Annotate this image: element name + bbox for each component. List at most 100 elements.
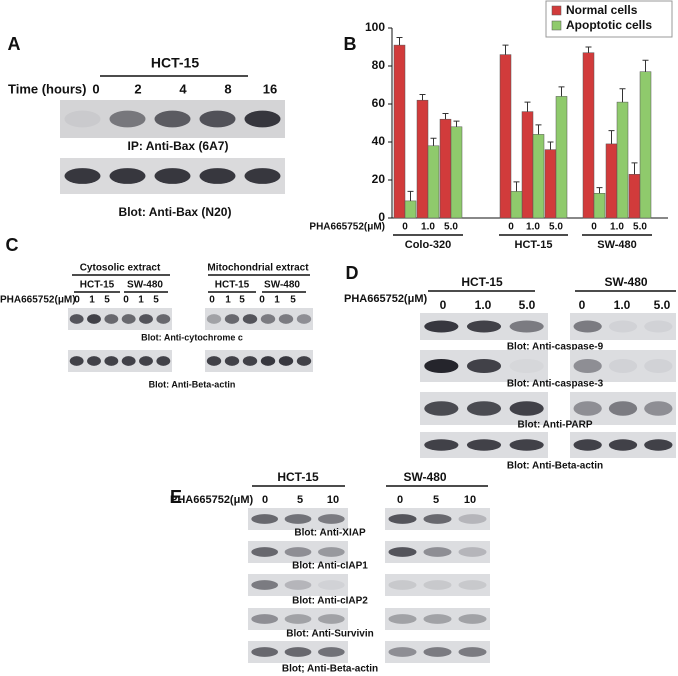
label: 5.0 — [519, 298, 536, 312]
band — [318, 547, 345, 557]
band — [154, 168, 191, 184]
label: 16 — [263, 81, 277, 96]
x-tick-label: 0 — [402, 222, 408, 233]
label: SW-480 — [264, 280, 300, 291]
x-tick-label: 0 — [591, 222, 597, 233]
blot — [385, 541, 490, 563]
bar — [616, 101, 629, 219]
band — [199, 110, 236, 128]
error-bar — [502, 44, 509, 55]
band — [284, 547, 312, 557]
blot — [205, 308, 313, 330]
blot — [68, 308, 172, 330]
label: Blot: Anti-Survivin — [286, 629, 373, 640]
label: 2 — [134, 81, 141, 96]
label: Blot: Anti-PARP — [518, 420, 593, 431]
legend-swatch — [551, 5, 562, 16]
label: Blot: Anti-Beta-actin — [507, 461, 603, 472]
label: Blot: Anti-cIAP2 — [292, 596, 368, 607]
band — [296, 314, 312, 324]
band — [458, 514, 487, 524]
y-tick-label: 100 — [365, 20, 385, 34]
legend-label: Apoptotic cells — [566, 18, 652, 32]
band — [608, 320, 638, 333]
error-bar — [419, 94, 426, 101]
label: Blot; Anti-Beta-actin — [282, 664, 378, 675]
blot — [205, 350, 313, 372]
error-bar — [558, 86, 565, 97]
blot — [248, 541, 348, 563]
band — [424, 320, 459, 333]
band — [284, 614, 312, 624]
label: 5 — [153, 295, 159, 306]
band — [423, 580, 452, 590]
bar — [450, 126, 463, 219]
error-bar — [524, 101, 531, 112]
band — [644, 320, 673, 333]
error-bar — [596, 187, 603, 194]
label: PHA665752(μM) — [344, 293, 427, 305]
blot — [248, 574, 348, 596]
label: 10 — [327, 494, 339, 506]
band — [154, 110, 191, 128]
band — [242, 314, 258, 324]
label: HCT-15 — [215, 280, 250, 291]
band — [458, 614, 487, 624]
band — [156, 356, 171, 366]
band — [199, 168, 236, 184]
error-bar — [407, 190, 414, 201]
band — [644, 358, 673, 374]
legend-box — [545, 0, 673, 38]
band — [104, 356, 119, 366]
band — [156, 314, 171, 324]
band — [388, 580, 417, 590]
band — [224, 314, 240, 324]
bar — [628, 174, 641, 219]
label: 1 — [138, 295, 144, 306]
bar — [593, 193, 606, 219]
label: 0 — [579, 298, 586, 312]
group-label: HCT-15 — [515, 239, 553, 251]
blot — [385, 574, 490, 596]
error-bar — [453, 120, 460, 127]
x-tick-label: 5.0 — [444, 222, 458, 233]
x-tick-label: 5.0 — [549, 222, 563, 233]
label: 0 — [92, 81, 99, 96]
band — [251, 514, 278, 524]
band — [573, 439, 602, 451]
x-tick-label: 0 — [508, 222, 514, 233]
band — [388, 647, 417, 657]
band — [466, 320, 502, 333]
band — [424, 358, 459, 374]
band — [458, 647, 487, 657]
label: SW-480 — [604, 275, 647, 289]
bar — [605, 143, 618, 219]
error-bar — [513, 181, 520, 192]
band — [104, 314, 119, 324]
label: Blot: Anti-XIAP — [294, 528, 366, 539]
band — [278, 314, 294, 324]
band — [466, 439, 502, 451]
bar — [427, 145, 440, 219]
y-tick-label: 0 — [378, 210, 385, 224]
bar — [439, 118, 452, 219]
bar — [510, 191, 523, 219]
band — [109, 110, 146, 128]
label: 4 — [179, 81, 187, 96]
band — [423, 547, 452, 557]
group-label: Colo-320 — [405, 239, 451, 251]
band — [87, 356, 101, 366]
bar — [582, 52, 595, 219]
label: 0 — [74, 295, 80, 306]
error-bar — [442, 113, 449, 120]
error-bar — [619, 88, 626, 103]
band — [242, 356, 258, 366]
error-bar — [608, 130, 615, 144]
label: 0 — [440, 298, 447, 312]
y-tick-label: 60 — [372, 96, 386, 110]
band — [644, 439, 673, 451]
bar — [416, 99, 429, 219]
label: HCT-15 — [80, 280, 115, 291]
band — [139, 314, 153, 324]
